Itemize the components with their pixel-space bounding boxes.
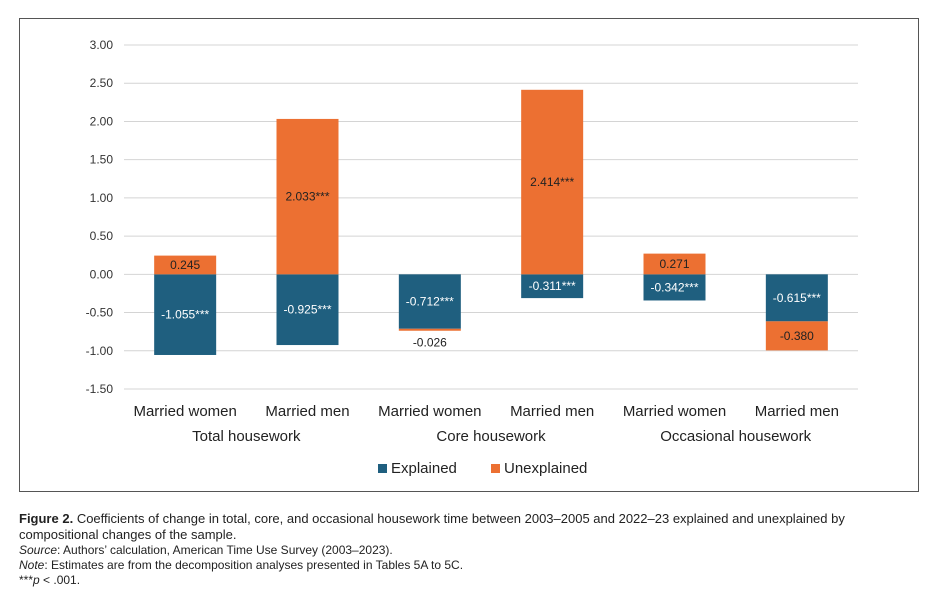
data-label-unexplained: 2.033*** (285, 190, 329, 204)
figure-caption: Figure 2. Coefficients of change in tota… (19, 511, 919, 588)
sig-text: < .001. (39, 573, 81, 587)
bar-unexplained (521, 89, 584, 275)
y-tick-label: 1.50 (90, 153, 114, 167)
y-tick-label: -1.50 (86, 382, 114, 396)
data-label-explained: -0.311*** (529, 279, 576, 293)
legend-label-unexplained: Unexplained (504, 460, 587, 477)
stacked-bar-chart: 3.00 2.50 2.00 1.50 1.00 0.50 0.00 -0.50 -1.00 -1… (86, 38, 858, 477)
y-tick-label: 3.00 (90, 38, 114, 52)
y-tick-label: 1.00 (90, 191, 114, 205)
source-text: : Authors’ calculation, American Time Us… (57, 543, 393, 557)
data-label-explained: -0.342*** (650, 280, 698, 294)
bar-unexplained (398, 328, 461, 331)
note-label: Note (19, 558, 45, 572)
bar-unexplained (154, 255, 217, 275)
bar-explained (154, 274, 217, 355)
caption-text: Coefficients of change in total, core, a… (19, 511, 845, 542)
sig-p: p (33, 573, 40, 587)
y-tick-label: 0.50 (90, 229, 114, 243)
data-label-explained: -0.925*** (283, 303, 331, 317)
figure-label: Figure 2. (19, 511, 74, 526)
y-tick-label: 0.00 (90, 267, 114, 281)
data-label-unexplained: 0.245 (170, 258, 200, 272)
y-tick-label: 2.50 (90, 76, 114, 90)
data-label-unexplained: -0.026 (413, 336, 447, 350)
x-category-label: Married men (265, 403, 349, 420)
bar-unexplained (765, 321, 828, 351)
legend-swatch-unexplained (491, 464, 500, 473)
note-text: : Estimates are from the decomposition a… (44, 558, 464, 572)
sig-stars: *** (19, 573, 34, 587)
bar-explained (643, 274, 706, 301)
x-group-label: Total housework (192, 428, 301, 445)
data-label-unexplained: -0.380 (780, 329, 814, 343)
chart-frame: 3.00 2.50 2.00 1.50 1.00 0.50 0.00 -0.50 -1.00 -1… (19, 18, 919, 492)
data-label-explained: -1.055*** (161, 308, 209, 322)
legend-label-explained: Explained (391, 460, 457, 477)
data-label-unexplained: 2.414*** (530, 175, 574, 189)
x-category-label: Married women (378, 403, 481, 420)
caption-main: Figure 2. Coefficients of change in tota… (19, 511, 919, 543)
x-category-label: Married men (755, 403, 839, 420)
y-tick-label: -1.00 (86, 344, 114, 358)
bar-explained (765, 274, 828, 322)
data-label-explained: -0.712*** (406, 295, 454, 309)
x-category-label: Married men (510, 403, 594, 420)
y-tick-label: 2.00 (90, 114, 114, 128)
caption-significance: ***p < .001. (19, 573, 919, 588)
bar-unexplained (643, 253, 706, 275)
bar-explained (521, 274, 584, 299)
bar-unexplained (276, 118, 339, 275)
x-category-label: Married women (623, 403, 726, 420)
bar-explained (276, 274, 339, 346)
caption-note: Note: Estimates are from the decompositi… (19, 558, 919, 573)
y-tick-label: -0.50 (86, 306, 114, 320)
data-label-unexplained: 0.271 (659, 257, 689, 271)
x-category-label: Married women (133, 403, 236, 420)
source-label: Source (19, 543, 58, 557)
x-group-label: Occasional housework (660, 428, 811, 445)
legend-swatch-explained (378, 464, 387, 473)
x-group-label: Core housework (436, 428, 546, 445)
bar-explained (398, 274, 461, 329)
data-label-explained: -0.615*** (773, 291, 821, 305)
caption-source: Source: Authors’ calculation, American T… (19, 543, 919, 558)
